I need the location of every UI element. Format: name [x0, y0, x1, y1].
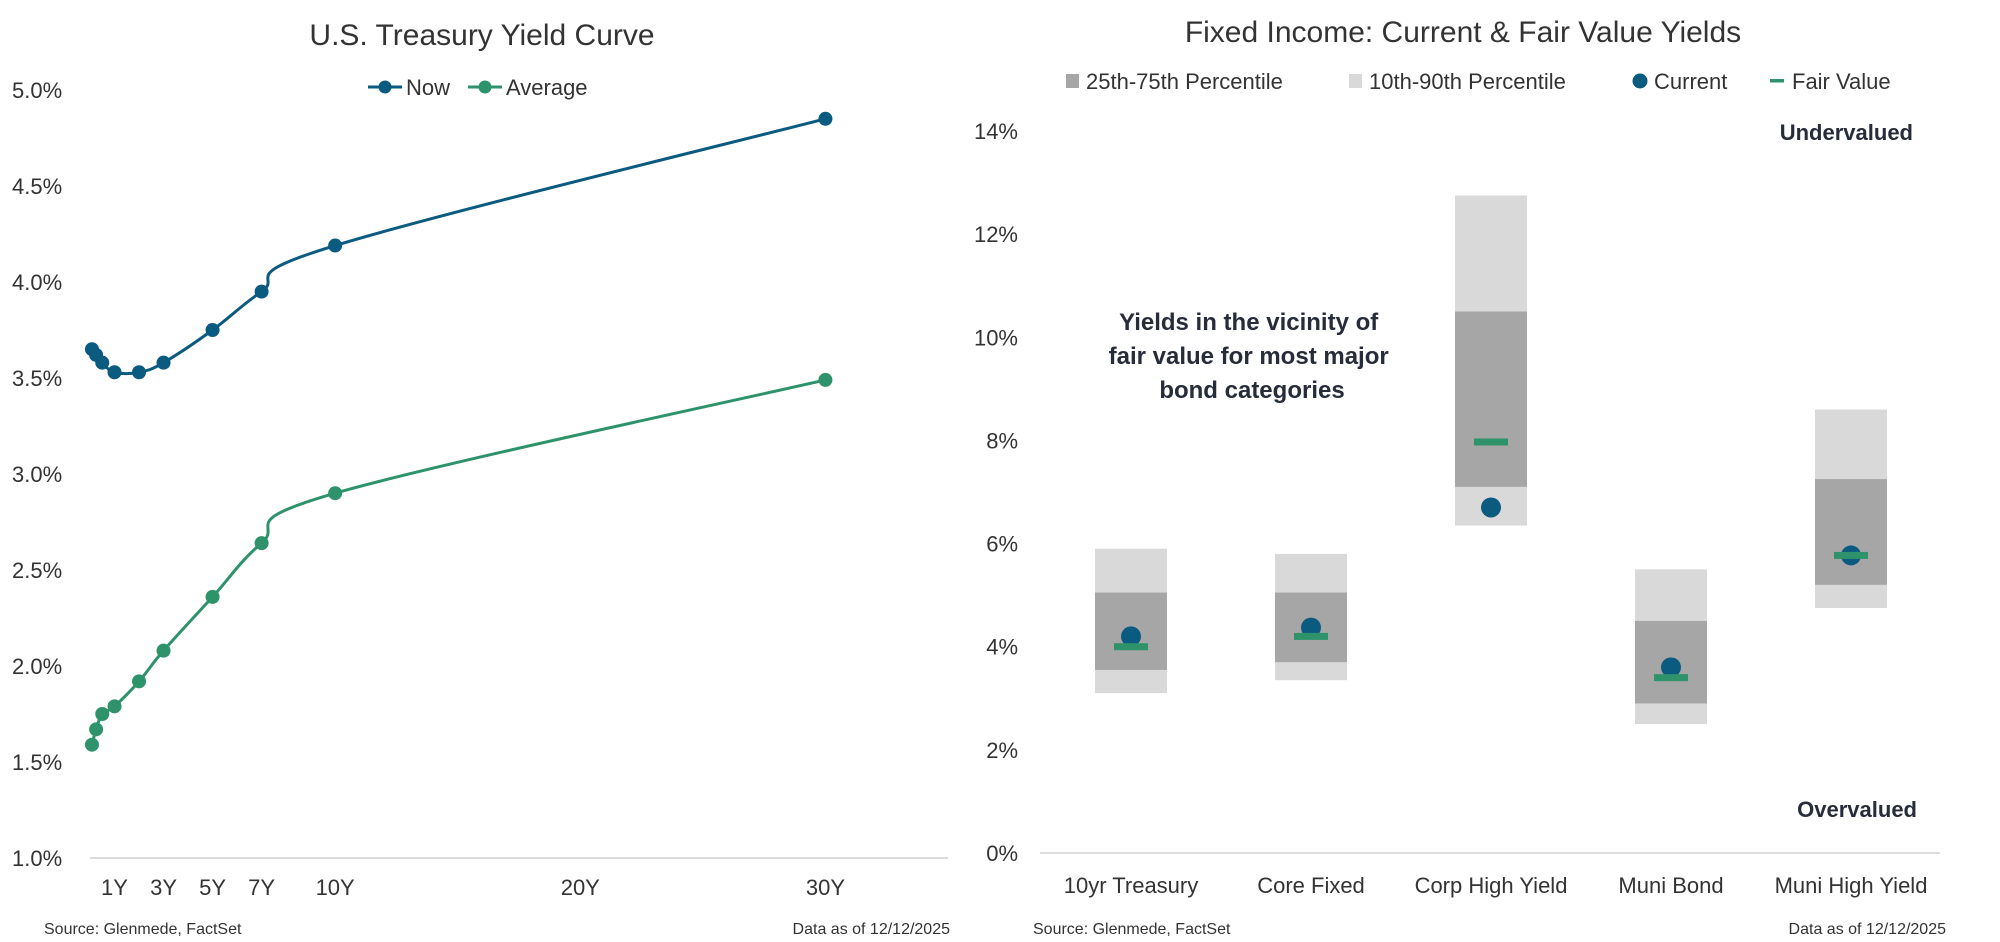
current-yield-marker [1661, 657, 1681, 678]
right-range-bars [1095, 195, 1887, 725]
legend-swatch-iqr [1066, 74, 1079, 88]
right-date-note: Data as of 12/12/2025 [1789, 921, 1947, 938]
legend-label-iqr: 25th-75th Percentile [1086, 69, 1283, 94]
left-series-group [84, 111, 833, 752]
left-source-note: Source: Glenmede, FactSet [44, 921, 242, 938]
annotation-text: Yields in the vicinity of fair value for… [1109, 309, 1396, 404]
left-y-tick-label: 3.0% [12, 462, 62, 487]
right-x-tick-label: Corp High Yield [1415, 873, 1568, 898]
series-point-average [84, 737, 99, 752]
annotation-line-2: fair value for most major [1109, 343, 1389, 370]
series-point-now [254, 284, 269, 299]
series-point-average [254, 536, 269, 551]
series-point-now [95, 355, 110, 370]
left-y-tick-label: 2.0% [12, 654, 62, 679]
left-y-tick-label: 1.5% [12, 750, 62, 775]
right-chart-title: Fixed Income: Current & Fair Value Yield… [1185, 16, 1741, 49]
series-line-average [90, 378, 826, 746]
right-y-axis: 0% 2% 4% 6% 8% 10% 12% 14% [974, 119, 1018, 866]
left-x-tick-label: 1Y [101, 875, 128, 900]
left-y-tick-label: 2.5% [12, 558, 62, 583]
left-x-tick-label: 20Y [561, 875, 600, 900]
left-y-tick-label: 5.0% [12, 78, 62, 103]
overvalued-label: Overvalued [1797, 797, 1917, 822]
series-line-now [90, 117, 826, 376]
legend-label-fair-value: Fair Value [1792, 69, 1891, 94]
right-y-tick-label: 10% [974, 325, 1018, 350]
legend-marker-current [1632, 73, 1648, 89]
left-y-tick-label: 4.5% [12, 174, 62, 199]
left-legend: Now Average [368, 75, 588, 100]
series-point-average [107, 699, 122, 714]
legend-marker-now [378, 80, 392, 94]
legend-label-current: Current [1654, 69, 1727, 94]
right-x-tick-label: 10yr Treasury [1064, 873, 1199, 898]
right-x-axis: 10yr Treasury Core Fixed Corp High Yield Mu… [1064, 873, 1928, 898]
left-x-axis: 1Y 3Y 5Y 7Y 10Y 20Y 30Y [101, 875, 845, 900]
legend-marker-average [478, 80, 492, 94]
series-point-average [156, 643, 171, 658]
series-point-average [205, 589, 220, 604]
range-25-75-bar [1455, 311, 1527, 487]
legend-label-p1090: 10th-90th Percentile [1369, 69, 1566, 94]
right-x-tick-label: Muni High Yield [1775, 873, 1928, 898]
left-y-tick-label: 4.0% [12, 270, 62, 295]
right-x-tick-label: Muni Bond [1618, 873, 1723, 898]
series-point-now [328, 238, 343, 253]
series-point-now [107, 365, 122, 380]
left-x-tick-label: 3Y [150, 875, 177, 900]
current-yield-marker [1481, 497, 1501, 518]
fair-value-marker [1114, 643, 1148, 651]
fair-value-chart: Fixed Income: Current & Fair Value Yield… [974, 16, 1946, 938]
fair-value-marker [1834, 551, 1868, 559]
fair-value-marker [1654, 674, 1688, 682]
series-point-average [328, 486, 343, 501]
right-legend: 25th-75th Percentile 10th-90th Percentile… [1066, 69, 1891, 94]
series-point-now [205, 323, 220, 337]
right-y-tick-label: 8% [986, 428, 1018, 453]
left-x-tick-label: 7Y [248, 875, 275, 900]
left-x-tick-label: 30Y [806, 875, 845, 900]
current-yield-marker [1121, 626, 1141, 647]
left-x-tick-label: 5Y [199, 875, 226, 900]
right-y-tick-label: 0% [986, 841, 1018, 866]
left-chart-title: U.S. Treasury Yield Curve [309, 19, 654, 52]
series-point-now [156, 355, 171, 370]
right-x-tick-label: Core Fixed [1257, 873, 1365, 898]
annotation-line-3: bond categories [1159, 377, 1344, 404]
right-y-tick-label: 12% [974, 222, 1018, 247]
legend-label-now: Now [406, 75, 450, 100]
series-point-now [818, 111, 833, 126]
right-source-note: Source: Glenmede, FactSet [1033, 921, 1231, 938]
left-x-tick-label: 10Y [316, 875, 355, 900]
yield-curve-chart: U.S. Treasury Yield Curve Now Average 1.0… [12, 19, 950, 938]
fair-value-marker [1294, 632, 1328, 640]
legend-swatch-p1090 [1349, 74, 1362, 88]
fair-value-marker [1474, 438, 1508, 446]
series-point-average [818, 372, 833, 387]
series-point-now [132, 365, 147, 380]
current-yield-marker [1301, 617, 1321, 638]
right-y-tick-label: 4% [986, 635, 1018, 660]
left-y-tick-label: 3.5% [12, 366, 62, 391]
series-point-average [95, 707, 110, 721]
right-y-tick-label: 2% [986, 738, 1018, 763]
series-point-average [89, 722, 104, 737]
right-y-tick-label: 14% [974, 119, 1018, 144]
left-y-tick-label: 1.0% [12, 846, 62, 871]
series-point-average [132, 674, 147, 689]
left-y-axis: 1.0% 1.5% 2.0% 2.5% 3.0% 3.5% 4.0% 4.5% 5.0% [12, 78, 62, 871]
left-date-note: Data as of 12/12/2025 [793, 921, 951, 938]
legend-label-average: Average [506, 75, 588, 100]
annotation-line-1: Yields in the vicinity of [1119, 309, 1379, 336]
right-y-tick-label: 6% [986, 532, 1018, 557]
undervalued-label: Undervalued [1780, 120, 1913, 145]
range-25-75-bar [1815, 479, 1887, 585]
legend-marker-fair-value [1770, 79, 1784, 83]
